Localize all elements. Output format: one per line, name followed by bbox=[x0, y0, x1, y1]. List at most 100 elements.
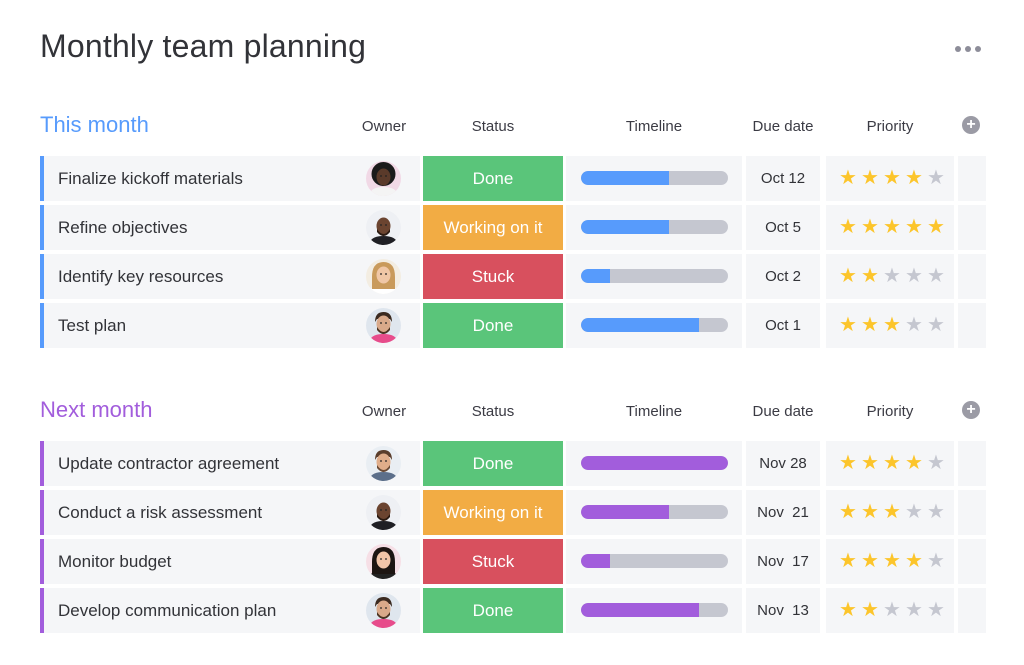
status-label[interactable]: Stuck bbox=[423, 254, 563, 299]
star-filled-icon[interactable]: ★ bbox=[883, 216, 901, 238]
item-row[interactable]: Develop communication plan Done Nov 13 ★ ★ ★… bbox=[0, 588, 1024, 633]
due-date[interactable]: Oct 2 bbox=[746, 254, 820, 299]
group-title[interactable]: This month bbox=[40, 112, 149, 137]
due-date[interactable]: Oct 1 bbox=[746, 303, 820, 348]
star-empty-icon[interactable]: ★ bbox=[905, 314, 923, 336]
owner-avatar-icon[interactable] bbox=[366, 308, 401, 343]
priority-rating[interactable]: ★ ★ ★ ★ ★ bbox=[838, 166, 946, 190]
owner-cell[interactable] bbox=[348, 588, 420, 633]
star-filled-icon[interactable]: ★ bbox=[883, 314, 901, 336]
item-row[interactable]: Test plan Done Oct 1 ★ ★ ★ ★ ★ bbox=[0, 303, 1024, 348]
priority-cell[interactable]: ★ ★ ★ ★ ★ bbox=[826, 441, 954, 486]
status-label[interactable]: Done bbox=[423, 156, 563, 201]
item-row[interactable]: Monitor budget Stuck Nov 17 ★ ★ ★ ★ ★ bbox=[0, 539, 1024, 584]
status-label[interactable]: Done bbox=[423, 588, 563, 633]
item-name-cell[interactable]: Identify key resources bbox=[40, 254, 349, 299]
item-name-cell[interactable]: Monitor budget bbox=[40, 539, 349, 584]
item-name[interactable]: Test plan bbox=[58, 316, 127, 335]
star-empty-icon[interactable]: ★ bbox=[927, 550, 945, 572]
owner-avatar-icon[interactable] bbox=[366, 161, 401, 196]
item-name-cell[interactable]: Develop communication plan bbox=[40, 588, 349, 633]
item-name-cell[interactable]: Update contractor agreement bbox=[40, 441, 349, 486]
owner-cell[interactable] bbox=[348, 254, 420, 299]
item-row[interactable]: Identify key resources Stuck Oct 2 ★ ★ ★ ★ ★ bbox=[0, 254, 1024, 299]
timeline-bar[interactable] bbox=[581, 554, 728, 568]
star-filled-icon[interactable]: ★ bbox=[839, 550, 857, 572]
star-empty-icon[interactable]: ★ bbox=[927, 501, 945, 523]
column-header-owner[interactable]: Owner bbox=[361, 118, 407, 135]
column-header-timeline[interactable]: Timeline bbox=[625, 403, 683, 420]
star-filled-icon[interactable]: ★ bbox=[883, 550, 901, 572]
column-header-owner[interactable]: Owner bbox=[361, 403, 407, 420]
star-empty-icon[interactable]: ★ bbox=[927, 167, 945, 189]
star-filled-icon[interactable]: ★ bbox=[927, 216, 945, 238]
status-label[interactable]: Working on it bbox=[423, 205, 563, 250]
star-filled-icon[interactable]: ★ bbox=[861, 265, 879, 287]
owner-avatar-icon[interactable] bbox=[366, 544, 401, 579]
status-label[interactable]: Done bbox=[423, 303, 563, 348]
column-header-timeline[interactable]: Timeline bbox=[625, 118, 683, 135]
more-options-icon[interactable] bbox=[955, 42, 985, 56]
star-filled-icon[interactable]: ★ bbox=[861, 501, 879, 523]
item-row[interactable]: Finalize kickoff materials Done Oct 12 ★ ★ ★… bbox=[0, 156, 1024, 201]
item-row[interactable]: Conduct a risk assessment Working on it N… bbox=[0, 490, 1024, 535]
star-filled-icon[interactable]: ★ bbox=[839, 167, 857, 189]
owner-cell[interactable] bbox=[348, 490, 420, 535]
priority-cell[interactable]: ★ ★ ★ ★ ★ bbox=[826, 254, 954, 299]
star-filled-icon[interactable]: ★ bbox=[861, 216, 879, 238]
due-date[interactable]: Nov 17 bbox=[746, 539, 820, 584]
column-header-status[interactable]: Status bbox=[471, 118, 515, 135]
item-row[interactable]: Update contractor agreement Done Nov 28 ★ ★… bbox=[0, 441, 1024, 486]
item-name[interactable]: Develop communication plan bbox=[58, 601, 277, 620]
due-date[interactable]: Nov 21 bbox=[746, 490, 820, 535]
star-empty-icon[interactable]: ★ bbox=[927, 599, 945, 621]
item-name-cell[interactable]: Finalize kickoff materials bbox=[40, 156, 349, 201]
item-name-cell[interactable]: Test plan bbox=[40, 303, 349, 348]
item-name[interactable]: Finalize kickoff materials bbox=[58, 169, 243, 188]
star-filled-icon[interactable]: ★ bbox=[861, 599, 879, 621]
star-filled-icon[interactable]: ★ bbox=[905, 550, 923, 572]
timeline-cell[interactable] bbox=[566, 205, 742, 250]
timeline-bar[interactable] bbox=[581, 171, 728, 185]
item-name[interactable]: Update contractor agreement bbox=[58, 454, 280, 473]
owner-cell[interactable] bbox=[348, 303, 420, 348]
owner-cell[interactable] bbox=[348, 156, 420, 201]
priority-rating[interactable]: ★ ★ ★ ★ ★ bbox=[838, 598, 946, 622]
star-empty-icon[interactable]: ★ bbox=[927, 314, 945, 336]
star-empty-icon[interactable]: ★ bbox=[905, 265, 923, 287]
star-empty-icon[interactable]: ★ bbox=[905, 599, 923, 621]
timeline-cell[interactable] bbox=[566, 441, 742, 486]
priority-rating[interactable]: ★ ★ ★ ★ ★ bbox=[838, 215, 946, 239]
timeline-bar[interactable] bbox=[581, 505, 728, 519]
star-filled-icon[interactable]: ★ bbox=[839, 599, 857, 621]
due-date[interactable]: Nov 13 bbox=[746, 588, 820, 633]
item-name[interactable]: Monitor budget bbox=[58, 552, 172, 571]
star-empty-icon[interactable]: ★ bbox=[883, 265, 901, 287]
timeline-cell[interactable] bbox=[566, 303, 742, 348]
priority-rating[interactable]: ★ ★ ★ ★ ★ bbox=[838, 500, 946, 524]
column-header-due-date[interactable]: Due date bbox=[752, 403, 814, 420]
owner-cell[interactable] bbox=[348, 205, 420, 250]
status-label[interactable]: Working on it bbox=[423, 490, 563, 535]
column-header-priority[interactable]: Priority bbox=[866, 403, 914, 420]
column-header-due-date[interactable]: Due date bbox=[752, 118, 814, 135]
status-label[interactable]: Done bbox=[423, 441, 563, 486]
priority-cell[interactable]: ★ ★ ★ ★ ★ bbox=[826, 539, 954, 584]
priority-cell[interactable]: ★ ★ ★ ★ ★ bbox=[826, 303, 954, 348]
owner-avatar-icon[interactable] bbox=[366, 593, 401, 628]
owner-avatar-icon[interactable] bbox=[366, 446, 401, 481]
star-empty-icon[interactable]: ★ bbox=[883, 599, 901, 621]
item-name-cell[interactable]: Conduct a risk assessment bbox=[40, 490, 349, 535]
star-filled-icon[interactable]: ★ bbox=[883, 167, 901, 189]
column-header-priority[interactable]: Priority bbox=[866, 118, 914, 135]
star-filled-icon[interactable]: ★ bbox=[883, 452, 901, 474]
priority-cell[interactable]: ★ ★ ★ ★ ★ bbox=[826, 156, 954, 201]
owner-cell[interactable] bbox=[348, 539, 420, 584]
owner-avatar-icon[interactable] bbox=[366, 495, 401, 530]
timeline-bar[interactable] bbox=[581, 269, 728, 283]
priority-rating[interactable]: ★ ★ ★ ★ ★ bbox=[838, 313, 946, 337]
timeline-cell[interactable] bbox=[566, 156, 742, 201]
item-name-cell[interactable]: Refine objectives bbox=[40, 205, 349, 250]
column-header-status[interactable]: Status bbox=[471, 403, 515, 420]
owner-cell[interactable] bbox=[348, 441, 420, 486]
